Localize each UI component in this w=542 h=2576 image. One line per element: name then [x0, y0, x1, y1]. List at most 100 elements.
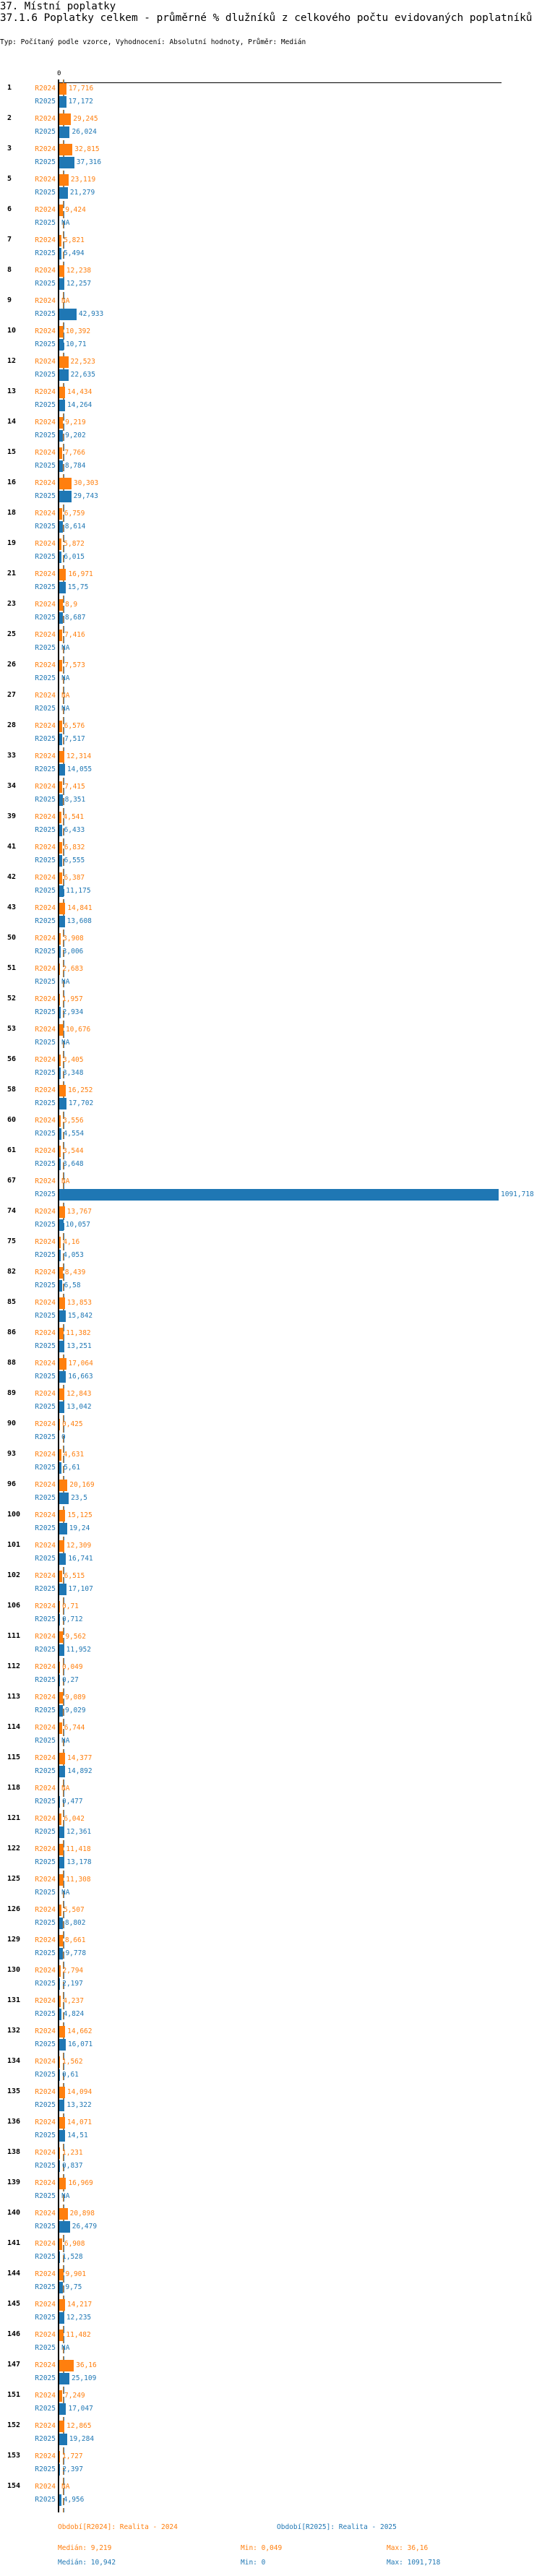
series-label: R2024: [35, 1026, 56, 1034]
series-label: R2024: [35, 1056, 56, 1064]
bar-r2025: [59, 1280, 62, 1292]
series-label: R2024: [35, 479, 56, 487]
bar-r2024: [59, 1631, 64, 1643]
value-label: 11,482: [66, 2331, 91, 2339]
bar-r2024: [59, 2056, 60, 2068]
series-label: R2024: [35, 1845, 56, 1853]
series-label: R2025: [35, 1889, 56, 1897]
bar-r2024: [59, 2087, 65, 2098]
bar-r2025: [59, 1553, 66, 1565]
value-label: 6,042: [64, 1815, 85, 1823]
series-label: R2024: [35, 904, 56, 912]
value-label: 4,824: [63, 2010, 85, 2018]
series-label: R2025: [35, 2040, 56, 2048]
bar-r2024: [59, 569, 66, 580]
value-label: 5,61: [64, 1464, 80, 1472]
category-label: 153: [7, 2452, 21, 2460]
category-label: 132: [7, 2027, 21, 2035]
value-label: 6,58: [64, 1281, 81, 1289]
category-label: 151: [7, 2391, 21, 2399]
series-label: R2025: [35, 2283, 56, 2291]
bar-r2025: [59, 1584, 66, 1595]
series-label: R2025: [35, 553, 56, 561]
series-label: R2024: [35, 1602, 56, 1610]
series-label: R2025: [35, 1039, 56, 1047]
bar-r2024: [59, 1753, 65, 1764]
bar-r2024: [59, 2390, 63, 2402]
value-label: 19,24: [69, 1524, 90, 1532]
value-label: 37,316: [76, 158, 102, 166]
value-label: 6,555: [64, 856, 85, 864]
value-label: 2,794: [62, 1967, 84, 1975]
value-label: 10,676: [65, 1026, 91, 1034]
series-label: R2025: [35, 1706, 56, 1714]
bar-r2025: [59, 855, 62, 867]
value-label: 29,245: [73, 115, 98, 123]
series-label: R2025: [35, 1281, 56, 1289]
bar-r2024: [59, 113, 72, 125]
bar-r2024: [59, 1996, 61, 2007]
value-label: 1,562: [62, 2058, 83, 2066]
category-label: 53: [7, 1025, 17, 1033]
bar-r2024: [59, 1905, 62, 1916]
bar-r2025: [59, 734, 63, 745]
series-label: R2025: [35, 1555, 56, 1563]
value-label: 16,741: [68, 1555, 93, 1563]
series-label: R2024: [35, 631, 56, 639]
series-label: R2025: [35, 614, 56, 622]
series-label: R2025: [35, 1373, 56, 1381]
series-label: R2025: [35, 1251, 56, 1259]
series-label: R2025: [35, 2010, 56, 2018]
series-label: R2025: [35, 1919, 56, 1927]
value-label: 11,308: [66, 1876, 91, 1884]
category-label: 139: [7, 2178, 21, 2186]
value-label: 8,9: [64, 601, 78, 609]
value-label: 26,479: [72, 2223, 98, 2231]
value-label: NA: [61, 2192, 70, 2200]
value-label: 8,614: [64, 523, 86, 531]
axis-zero-label: 0: [57, 70, 61, 77]
series-label: R2025: [35, 1312, 56, 1320]
bar-r2024: [59, 2117, 65, 2129]
series-label: R2025: [35, 978, 56, 986]
series-label: R2025: [35, 644, 56, 652]
bar-r2025: [59, 187, 68, 199]
series-label: R2025: [35, 2435, 56, 2443]
series-label: R2024: [35, 2118, 56, 2126]
series-label: R2025: [35, 1858, 56, 1866]
category-label: 43: [7, 903, 17, 911]
category-label: 129: [7, 1936, 21, 1944]
series-label: R2025: [35, 1949, 56, 1957]
series-label: R2024: [35, 2240, 56, 2248]
value-label: 9,424: [65, 206, 86, 214]
value-label: 3,648: [63, 1160, 84, 1168]
series-label: R2024: [35, 449, 56, 457]
bar-r2025: [59, 157, 74, 168]
category-label: 67: [7, 1177, 17, 1185]
value-label: 5,494: [64, 249, 85, 257]
series-label: R2024: [35, 1420, 56, 1428]
series-label: R2024: [35, 145, 56, 153]
series-label: R2025: [35, 1160, 56, 1168]
value-label: 0,049: [62, 1663, 83, 1671]
bar-r2025: [59, 369, 69, 381]
value-label: 2,683: [62, 965, 84, 973]
series-label: R2025: [35, 371, 56, 379]
value-label: NA: [61, 1039, 70, 1047]
category-label: 42: [7, 873, 17, 881]
category-label: 3: [7, 145, 12, 153]
value-label: 9,202: [65, 432, 86, 439]
value-label: 36,16: [76, 2361, 97, 2369]
value-label: 8,687: [64, 614, 86, 622]
value-label: 9,029: [65, 1706, 86, 1714]
value-label: 2,934: [62, 1008, 84, 1016]
value-label: 0,425: [62, 1420, 83, 1428]
series-label: R2024: [35, 1147, 56, 1155]
series-label: R2024: [35, 692, 56, 700]
series-label: R2025: [35, 1130, 56, 1138]
category-label: 126: [7, 1905, 21, 1913]
value-label: 0,712: [62, 1615, 83, 1623]
value-label: 1091,718: [501, 1190, 534, 1198]
category-label: 100: [7, 1511, 21, 1519]
legend-r2025: Období[R2025]: Realita - 2025: [277, 2523, 397, 2531]
